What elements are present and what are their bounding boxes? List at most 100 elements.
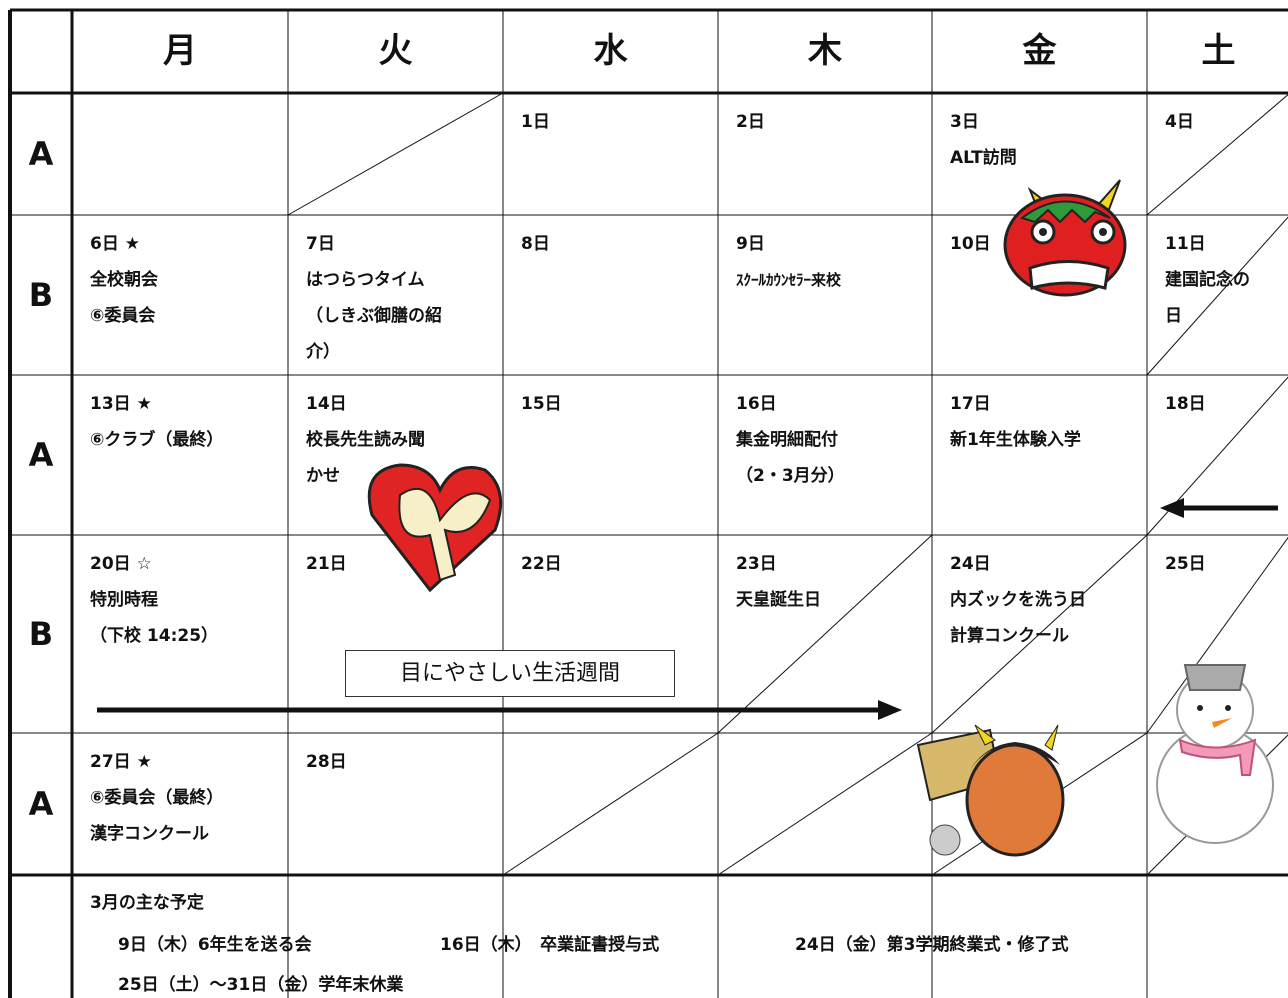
calendar-cell: 20日 ☆ 特別時程 （下校 14:25） [72, 535, 288, 654]
day-header: 土 [1201, 31, 1236, 71]
diagonal-line [1146, 536, 1288, 734]
diagonal-line [1146, 94, 1288, 216]
cell-text: 8日 [521, 234, 550, 254]
notes-item: 25日（土）～31日（金）学年末休業 [118, 975, 404, 995]
cell-text: 3日 [950, 112, 979, 132]
cell-text: 4日 [1165, 112, 1194, 132]
day-header: 木 [808, 31, 842, 71]
snowman [1156, 664, 1274, 844]
calendar-cell: 10日 [932, 215, 1147, 262]
cell-text: 14日 [306, 394, 347, 414]
cell-text: 6日 ★ [90, 234, 140, 254]
cell-text: 1日 [521, 112, 550, 132]
row-label: B [28, 615, 54, 653]
cell-text: （しきぶ御膳の紹 [306, 306, 442, 326]
day-header: 月 [163, 31, 197, 71]
day-header: 金 [1022, 31, 1057, 71]
green-oni-beans [916, 724, 1065, 857]
heart-gift [367, 463, 503, 593]
cell-text: はつらつタイム [306, 270, 425, 290]
cell-text: 内ズックを洗う日 [950, 590, 1086, 610]
calendar-cell [288, 93, 503, 104]
cell-text: 天皇誕生日 [736, 590, 821, 610]
cell-text: ⑥クラブ（最終） [90, 430, 224, 450]
arrow-head [1160, 498, 1184, 518]
calendar-cell: 16日 集金明細配付 （2・3月分） [718, 375, 932, 494]
calendar-cell: 8日 [503, 215, 718, 262]
row-label: A [28, 135, 54, 173]
calendar-cell: 3日 ALT訪問 [932, 93, 1147, 176]
calendar-cell: 23日天皇誕生日 [718, 535, 932, 618]
cell-text: 7日 [306, 234, 335, 254]
diagonal-line [931, 534, 1148, 734]
diagonal-line [717, 732, 933, 876]
cell-text: 16日 [736, 394, 777, 414]
cell-text: ｽｸｰﾙｶｳﾝｾﾗｰ来校 [736, 271, 842, 289]
cell-text: 11日 [1165, 234, 1206, 254]
diagonal-line [1146, 216, 1288, 376]
cell-text: 介） [306, 342, 340, 362]
cell-text: 27日 ★ [90, 752, 152, 772]
cell-text: 28日 [306, 752, 347, 772]
cell-text: 17日 [950, 394, 991, 414]
diagonal-line [717, 534, 933, 734]
cell-text: 計算コンクール [950, 626, 1069, 646]
calendar-cell: 18日 [1147, 375, 1288, 422]
cell-text: ⑥委員会（最終） [90, 788, 224, 808]
cell-text: 全校朝会 [90, 270, 158, 290]
notes-item: 24日（金）第3学期終業式・修了式 [795, 935, 1069, 955]
arrow-head [878, 700, 902, 720]
notes-title: 3月の主な予定 [90, 893, 204, 913]
cell-text: 23日 [736, 554, 777, 574]
calendar-cell: 27日 ★ ⑥委員会（最終） 漢字コンクール [72, 733, 288, 852]
calendar-cell: 1日 [503, 93, 718, 140]
calendar-cell [72, 93, 288, 104]
calendar-cell: 17日新1年生体験入学 [932, 375, 1147, 458]
cell-text: 24日 [950, 554, 991, 574]
cell-text: 建国記念の [1165, 270, 1250, 290]
row-label: B [28, 276, 54, 314]
cell-text: ALT訪問 [950, 148, 1017, 168]
calendar-cell: 24日内ズックを洗う日 計算コンクール [932, 535, 1147, 654]
calendar-cell: 9日 ｽｸｰﾙｶｳﾝｾﾗｰ来校 [718, 215, 932, 298]
cell-text: 21日 [306, 554, 347, 574]
diagonal-line [502, 732, 719, 876]
cell-text: 9日 [736, 234, 765, 254]
cell-text: （2・3月分） [736, 466, 845, 486]
calendar-cell: 22日 [503, 535, 718, 582]
cell-text: ⑥委員会 [90, 306, 156, 326]
cell-text: 15日 [521, 394, 562, 414]
day-header: 火 [378, 31, 413, 71]
cell-text: 10日 [950, 234, 991, 254]
notes-item: 16日（木） 卒業証書授与式 [440, 935, 660, 955]
calendar-cell: 4日 [1147, 93, 1288, 140]
cell-text: 漢字コンクール [90, 824, 209, 844]
calendar-cell: 21日 [288, 535, 503, 582]
cell-text: 2日 [736, 112, 765, 132]
cell-text: 22日 [521, 554, 562, 574]
row-label: A [28, 436, 54, 474]
cell-text: 13日 ★ [90, 394, 152, 414]
cell-text: かせ [306, 466, 340, 486]
calendar-cell: 25日 [1147, 535, 1288, 582]
calendar-cell: 14日校長先生読み聞 かせ [288, 375, 503, 494]
calendar-cell: 28日 [288, 733, 503, 780]
banner: 目にやさしい生活週間 [345, 650, 675, 697]
calendar-cell [718, 733, 932, 744]
calendar-cell [503, 733, 718, 744]
cell-text: 18日 [1165, 394, 1206, 414]
day-header: 水 [593, 31, 628, 71]
cell-text: 校長先生読み聞 [306, 430, 425, 450]
cell-text: 20日 ☆ [90, 554, 152, 574]
calendar-cell: 15日 [503, 375, 718, 422]
calendar-cell: 2日 [718, 93, 932, 140]
notes-item: 9日（木）6年生を送る会 [118, 935, 312, 955]
calendar-cell: 7日はつらつタイム （しきぶ御膳の紹 介） [288, 215, 503, 370]
calendar-cell: 11日建国記念の日 [1147, 215, 1288, 334]
cell-text: 日 [1165, 306, 1182, 326]
calendar-cell [1147, 733, 1288, 744]
red-oni [1003, 179, 1127, 297]
cell-text: 新1年生体験入学 [950, 430, 1081, 450]
